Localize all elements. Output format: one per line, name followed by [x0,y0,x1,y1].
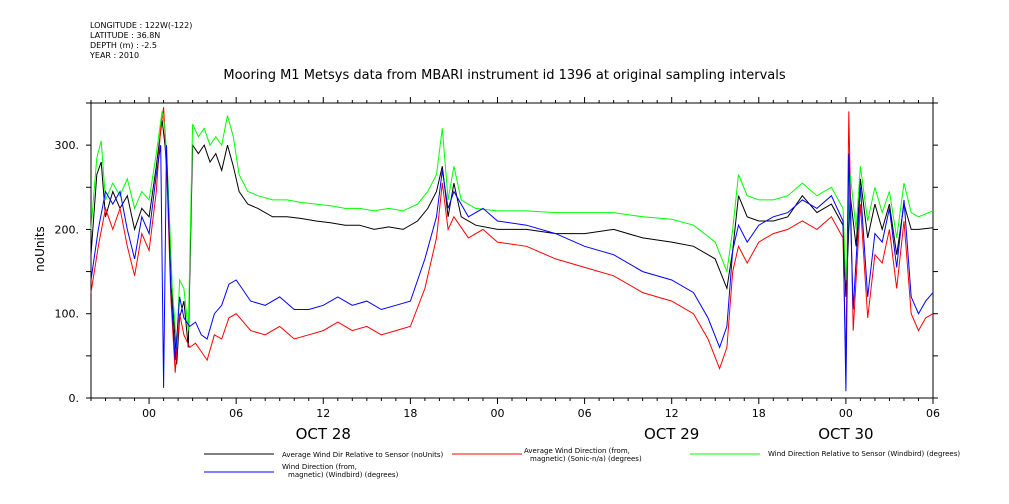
x-tick-label: 06 [229,407,243,420]
series-line-1 [90,119,934,365]
y-tick-label: 100. [55,308,80,321]
x-tick-label: 06 [578,407,592,420]
series-line-4 [90,145,934,392]
plot-border [90,102,934,399]
y-tick-label: 0. [69,392,80,405]
chart-frame: 0. 100. 200. 300. 00 06 12 18 00 06 12 18 00 06 OCT 28… [55,97,940,443]
series-line-3 [90,111,934,348]
x-tick-label: 00 [142,407,156,420]
x-tick-label: 00 [490,407,504,420]
chart-series [90,107,934,392]
year-text: YEAR : 2010 [90,51,140,60]
series-line-2 [90,107,934,373]
legend-label: Wind Direction (from, [282,463,357,471]
x-tick-label: 18 [403,407,417,420]
chart-legend: Average Wind Dir Relative to Sensor (noU… [204,447,960,479]
x-tick-label: 12 [665,407,679,420]
x-tick-label: 12 [316,407,330,420]
x-tick-label: 18 [752,407,766,420]
legend-label: magnetic) (Windbird) (degrees) [288,471,399,479]
y-axis-label: noUnits [33,226,47,272]
date-label: OCT 30 [818,425,873,443]
legend-label: Average Wind Dir Relative to Sensor (noU… [282,451,443,459]
date-label: OCT 29 [644,425,699,443]
metadata-block: LONGITUDE : 122W(-122) LATITUDE : 36.8N … [90,21,192,61]
depth-text: DEPTH (m) : -2.5 [90,41,157,50]
legend-label: Average Wind Direction (from, [524,447,630,455]
legend-label: magnetic) (Sonic-n/a) (degrees) [530,455,642,463]
x-tick-label: 06 [926,407,940,420]
latitude-text: LATITUDE : 36.8N [90,31,161,40]
longitude-text: LONGITUDE : 122W(-122) [90,21,193,30]
chart-title: Mooring M1 Metsys data from MBARI instru… [223,68,786,83]
x-tick-label: 00 [839,407,853,420]
y-tick-label: 200. [55,223,80,236]
legend-label: Wind Direction Relative to Sensor (Windb… [768,450,960,458]
y-tick-label: 300. [55,139,80,152]
date-label: OCT 28 [296,425,351,443]
